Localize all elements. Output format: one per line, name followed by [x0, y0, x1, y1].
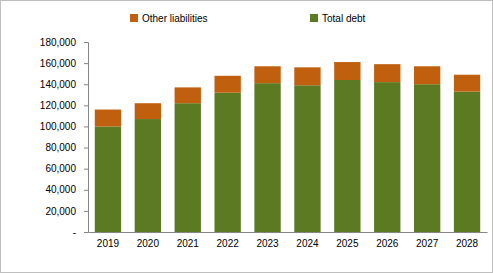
bar	[374, 64, 400, 82]
y-axis-line	[84, 43, 89, 233]
chart-frame	[1, 1, 493, 273]
y-tick-mark	[84, 169, 88, 170]
bar	[254, 83, 280, 232]
bar	[95, 110, 121, 127]
y-tick-label: 140,000	[40, 79, 77, 90]
x-tick: 2027	[416, 232, 439, 249]
y-tick: 40,000	[45, 184, 88, 195]
x-tick-label: 2019	[97, 238, 120, 249]
y-tick-label: 180,000	[40, 37, 77, 48]
x-tick-label: 2026	[376, 238, 399, 249]
bar	[175, 87, 201, 103]
x-axis-line	[89, 232, 488, 233]
y-tick: 160,000	[40, 58, 88, 69]
x-tick-label: 2020	[137, 238, 160, 249]
y-tick-label: -	[73, 227, 76, 238]
legend-item: Other liabilities	[130, 13, 208, 24]
x-tick: 2025	[336, 232, 359, 249]
legend-swatch	[130, 14, 138, 22]
bar	[334, 62, 360, 80]
bar	[374, 82, 400, 232]
y-tick-mark	[84, 232, 88, 233]
y-tick-label: 100,000	[40, 121, 77, 132]
y-tick: 60,000	[45, 163, 88, 174]
legend-label: Other liabilities	[142, 13, 208, 24]
bar	[254, 66, 280, 83]
y-tick: 140,000	[40, 79, 88, 90]
y-tick-label: 120,000	[40, 100, 77, 111]
bar	[214, 76, 240, 93]
y-tick-label: 60,000	[45, 163, 76, 174]
bar	[334, 80, 360, 232]
y-tick: 20,000	[45, 206, 88, 217]
y-tick-mark	[84, 105, 88, 106]
x-tick: 2020	[137, 232, 160, 249]
legend-swatch	[310, 14, 318, 22]
y-tick-label: 40,000	[45, 184, 76, 195]
bar	[135, 103, 161, 119]
bar	[175, 103, 201, 232]
y-tick: 180,000	[40, 37, 88, 48]
y-tick-mark	[84, 42, 88, 43]
x-tick: 2021	[177, 232, 200, 249]
y-tick-label: 20,000	[45, 206, 76, 217]
x-tick: 2023	[256, 232, 279, 249]
y-tick-mark	[84, 126, 88, 127]
y-tick: 100,000	[40, 121, 88, 132]
x-tick-label: 2027	[416, 238, 439, 249]
bar	[135, 119, 161, 232]
x-tick-label: 2022	[217, 238, 240, 249]
bar	[454, 92, 480, 232]
x-tick: 2019	[97, 232, 120, 249]
x-tick-label: 2023	[256, 238, 279, 249]
bar	[95, 126, 121, 232]
y-tick-mark	[84, 63, 88, 64]
bar	[414, 84, 440, 232]
y-tick-label: 160,000	[40, 58, 77, 69]
y-tick-mark	[84, 84, 88, 85]
y-tick: 80,000	[45, 142, 88, 153]
legend: Other liabilities Total debt	[130, 13, 366, 24]
x-tick: 2028	[456, 232, 479, 249]
x-tick-label: 2025	[336, 238, 359, 249]
y-tick-mark	[84, 211, 88, 212]
bar	[454, 75, 480, 92]
x-tick: 2026	[376, 232, 399, 249]
y-tick-mark	[84, 190, 88, 191]
plot: - 20,000 40,000 60,000 80,000 100,000 120,000 1…	[40, 37, 488, 249]
y-axis: - 20,000 40,000 60,000 80,000 100,000 120,000 1…	[40, 37, 89, 238]
x-tick-label: 2024	[296, 238, 319, 249]
bars	[95, 62, 480, 232]
x-tick-label: 2028	[456, 238, 479, 249]
y-tick: 120,000	[40, 100, 88, 111]
bar	[294, 85, 320, 232]
bar	[294, 67, 320, 85]
y-tick: -	[73, 227, 88, 238]
x-tick: 2024	[296, 232, 319, 249]
bar	[414, 66, 440, 84]
x-tick-label: 2021	[177, 238, 200, 249]
legend-label: Total debt	[322, 13, 366, 24]
bar	[214, 93, 240, 232]
x-tick: 2022	[217, 232, 240, 249]
x-axis: 2019 2020 2021 2022 2023 2024 2025 2026 2027 2028	[89, 232, 488, 249]
y-tick-label: 80,000	[45, 142, 76, 153]
chart: - 20,000 40,000 60,000 80,000 100,000 120,000 1…	[0, 0, 493, 273]
legend-item: Total debt	[310, 13, 366, 24]
y-tick-mark	[84, 148, 88, 149]
